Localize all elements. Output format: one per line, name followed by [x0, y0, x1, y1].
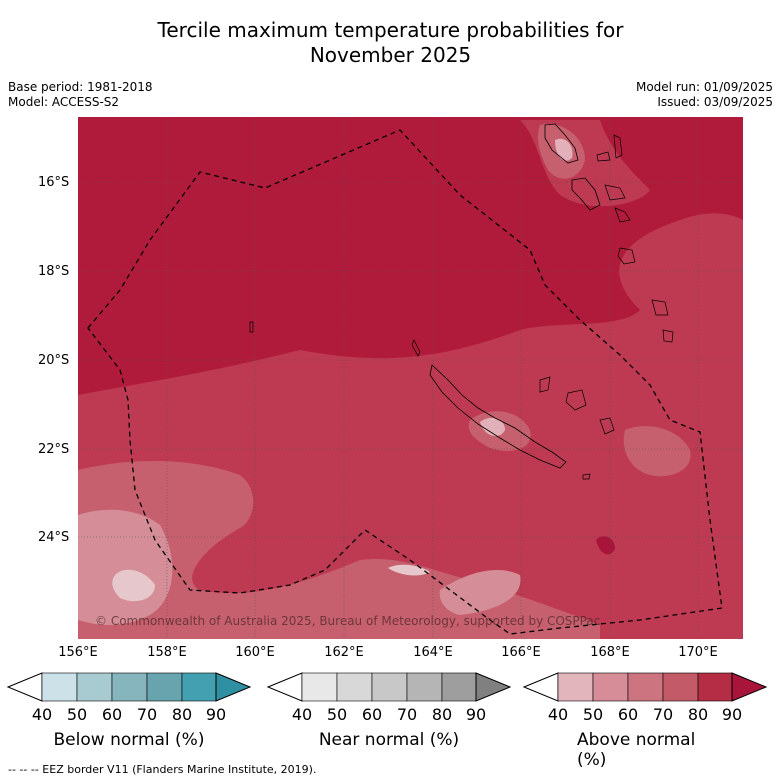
cb2-tick: 40	[291, 705, 313, 724]
cb1-tick: 50	[66, 705, 88, 724]
chart-title: Tercile maximum temperature probabilitie…	[0, 18, 781, 68]
lon-label-164e: 164°E	[413, 645, 453, 660]
eez-border	[87, 129, 723, 635]
probability-field	[78, 117, 743, 639]
lon-label-168e: 168°E	[590, 645, 630, 660]
cb2-tick: 90	[465, 705, 487, 724]
cb1-tick: 90	[205, 705, 227, 724]
colorbar-above-normal	[522, 672, 768, 702]
cb3-tick: 50	[582, 705, 604, 724]
cb2-tick: 70	[396, 705, 418, 724]
model-name: Model: ACCESS-S2	[8, 95, 120, 109]
cb2-tick: 80	[431, 705, 453, 724]
cb2-title: Near normal (%)	[318, 730, 460, 750]
lat-label-24s: 24°S	[38, 530, 70, 545]
cb1-title: Below normal (%)	[53, 730, 205, 750]
copyright-notice: © Commonwealth of Australia 2025, Bureau…	[95, 614, 601, 628]
lat-label-22s: 22°S	[38, 442, 70, 457]
lon-label-162e: 162°E	[324, 645, 364, 660]
lat-label-16s: 16°S	[38, 175, 70, 190]
eez-footnote: -- -- -- EEZ border V11 (Flanders Marine…	[8, 763, 317, 776]
cb3-title: Above normal (%)	[577, 730, 696, 770]
cb3-tick: 70	[652, 705, 674, 724]
cb3-tick: 80	[687, 705, 709, 724]
lon-label-166e: 166°E	[501, 645, 541, 660]
lon-label-158e: 158°E	[147, 645, 187, 660]
graticule	[78, 117, 743, 639]
cb3-tick: 60	[617, 705, 639, 724]
cb3-tick: 40	[547, 705, 569, 724]
cb1-tick: 60	[101, 705, 123, 724]
cb2-tick: 60	[361, 705, 383, 724]
cb1-tick: 40	[31, 705, 53, 724]
lon-label-156e: 156°E	[58, 645, 98, 660]
model-run: Model run: 01/09/2025	[635, 80, 773, 94]
colorbar-near-normal	[266, 672, 512, 702]
lon-label-170e: 170°E	[678, 645, 718, 660]
meta-right: Model run: 01/09/2025 Issued: 03/09/2025	[636, 80, 773, 110]
cb1-tick: 70	[136, 705, 158, 724]
cb3-tick: 90	[721, 705, 743, 724]
issued-date: Issued: 03/09/2025	[657, 95, 773, 109]
title-line-2: November 2025	[309, 43, 472, 67]
colorbar-below-normal	[6, 672, 252, 702]
cb1-tick: 80	[171, 705, 193, 724]
lat-label-18s: 18°S	[38, 264, 70, 279]
new-caledonia-landmass	[429, 364, 567, 469]
lon-label-160e: 160°E	[235, 645, 275, 660]
lat-label-20s: 20°S	[38, 353, 70, 368]
cb2-tick: 50	[326, 705, 348, 724]
base-period: Base period: 1981-2018	[8, 80, 153, 94]
meta-left: Base period: 1981-2018 Model: ACCESS-S2	[8, 80, 153, 110]
title-line-1: Tercile maximum temperature probabilitie…	[157, 18, 624, 42]
